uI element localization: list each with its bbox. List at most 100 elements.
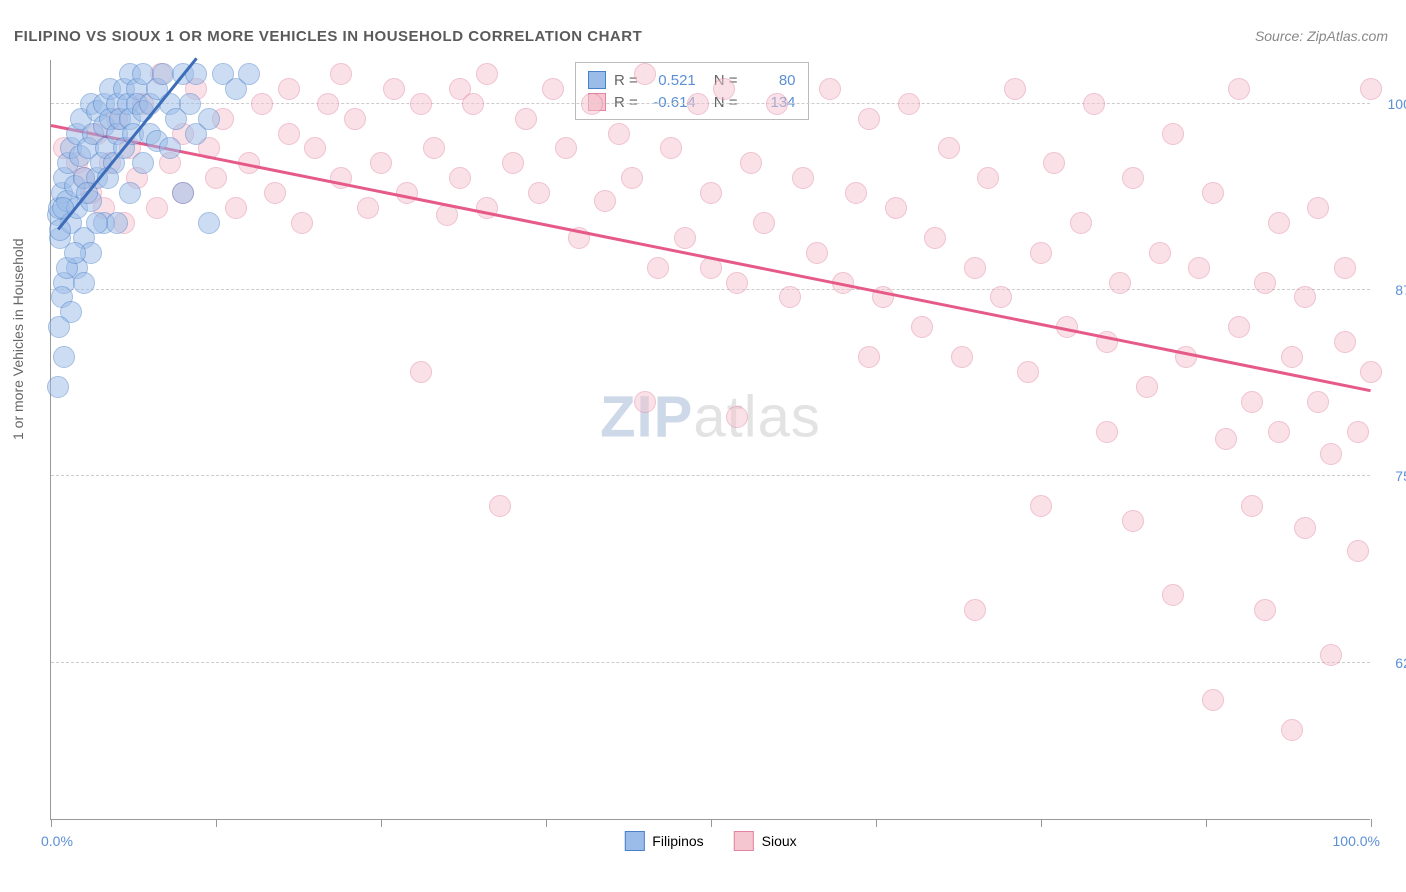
- data-point-sioux: [964, 599, 986, 621]
- data-point-sioux: [687, 93, 709, 115]
- legend-item-sioux: Sioux: [734, 831, 797, 851]
- data-point-sioux: [726, 406, 748, 428]
- data-point-filipinos: [48, 316, 70, 338]
- data-point-sioux: [1254, 272, 1276, 294]
- data-point-sioux: [476, 63, 498, 85]
- data-point-sioux: [344, 108, 366, 130]
- data-point-sioux: [845, 182, 867, 204]
- data-point-filipinos: [53, 346, 75, 368]
- x-tick: [216, 819, 217, 827]
- data-point-filipinos: [73, 272, 95, 294]
- data-point-sioux: [1228, 78, 1250, 100]
- data-point-sioux: [660, 137, 682, 159]
- data-point-sioux: [713, 78, 735, 100]
- data-point-sioux: [1360, 361, 1382, 383]
- data-point-sioux: [1228, 316, 1250, 338]
- data-point-sioux: [885, 197, 907, 219]
- gridline: [51, 662, 1370, 663]
- data-point-sioux: [449, 167, 471, 189]
- data-point-sioux: [924, 227, 946, 249]
- y-axis-label: 1 or more Vehicles in Household: [10, 238, 26, 440]
- data-point-sioux: [1254, 599, 1276, 621]
- x-tick: [546, 819, 547, 827]
- data-point-sioux: [1347, 421, 1369, 443]
- x-tick: [381, 819, 382, 827]
- data-point-filipinos: [198, 108, 220, 130]
- x-tick: [1206, 819, 1207, 827]
- data-point-sioux: [1083, 93, 1105, 115]
- data-point-sioux: [1294, 517, 1316, 539]
- data-point-sioux: [1307, 391, 1329, 413]
- data-point-sioux: [674, 227, 696, 249]
- data-point-filipinos: [52, 197, 74, 219]
- data-point-sioux: [555, 137, 577, 159]
- watermark-light: atlas: [693, 384, 821, 449]
- y-tick-label: 62.5%: [1395, 655, 1406, 671]
- data-point-sioux: [1347, 540, 1369, 562]
- data-point-filipinos: [179, 93, 201, 115]
- x-tick: [711, 819, 712, 827]
- data-point-filipinos: [119, 182, 141, 204]
- data-point-sioux: [740, 152, 762, 174]
- data-point-sioux: [1307, 197, 1329, 219]
- data-point-sioux: [330, 63, 352, 85]
- data-point-sioux: [608, 123, 630, 145]
- data-point-sioux: [317, 93, 339, 115]
- data-point-sioux: [1241, 495, 1263, 517]
- data-point-sioux: [1241, 391, 1263, 413]
- data-point-sioux: [911, 316, 933, 338]
- data-point-sioux: [264, 182, 286, 204]
- data-point-sioux: [410, 93, 432, 115]
- watermark: ZIPatlas: [600, 383, 821, 450]
- data-point-sioux: [858, 346, 880, 368]
- data-point-sioux: [792, 167, 814, 189]
- gridline: [51, 103, 1370, 104]
- data-point-sioux: [1320, 644, 1342, 666]
- legend-label-filipinos: Filipinos: [652, 833, 703, 849]
- data-point-sioux: [251, 93, 273, 115]
- x-axis-min-label: 0.0%: [41, 833, 73, 849]
- chart-title: FILIPINO VS SIOUX 1 OR MORE VEHICLES IN …: [14, 28, 642, 45]
- data-point-filipinos: [172, 182, 194, 204]
- data-point-sioux: [1109, 272, 1131, 294]
- legend-row-filipinos: R = 0.521 N = 80: [588, 69, 796, 91]
- data-point-sioux: [964, 257, 986, 279]
- data-point-filipinos: [86, 212, 108, 234]
- data-point-sioux: [462, 93, 484, 115]
- data-point-sioux: [1122, 510, 1144, 532]
- data-point-sioux: [1188, 257, 1210, 279]
- data-point-sioux: [1030, 495, 1052, 517]
- data-point-sioux: [1215, 428, 1237, 450]
- data-point-filipinos: [238, 63, 260, 85]
- data-point-sioux: [1360, 78, 1382, 100]
- data-point-sioux: [542, 78, 564, 100]
- data-point-sioux: [1017, 361, 1039, 383]
- data-point-sioux: [383, 78, 405, 100]
- data-point-sioux: [225, 197, 247, 219]
- data-point-filipinos: [47, 376, 69, 398]
- data-point-sioux: [146, 197, 168, 219]
- data-point-sioux: [700, 182, 722, 204]
- data-point-filipinos: [106, 212, 128, 234]
- data-point-sioux: [1202, 182, 1224, 204]
- data-point-sioux: [938, 137, 960, 159]
- y-tick-label: 100.0%: [1388, 96, 1406, 112]
- data-point-sioux: [1334, 331, 1356, 353]
- x-tick: [51, 819, 52, 827]
- data-point-sioux: [990, 286, 1012, 308]
- source-attribution: Source: ZipAtlas.com: [1255, 28, 1388, 44]
- data-point-sioux: [410, 361, 432, 383]
- legend-swatch-filipinos: [588, 71, 606, 89]
- data-point-sioux: [1162, 123, 1184, 145]
- gridline: [51, 289, 1370, 290]
- x-tick: [1041, 819, 1042, 827]
- data-point-sioux: [205, 167, 227, 189]
- data-point-sioux: [1334, 257, 1356, 279]
- n-value-filipinos: 80: [746, 72, 796, 89]
- data-point-sioux: [726, 272, 748, 294]
- legend-label-sioux: Sioux: [762, 833, 797, 849]
- data-point-sioux: [1281, 719, 1303, 741]
- data-point-sioux: [370, 152, 392, 174]
- data-point-sioux: [1070, 212, 1092, 234]
- data-point-sioux: [898, 93, 920, 115]
